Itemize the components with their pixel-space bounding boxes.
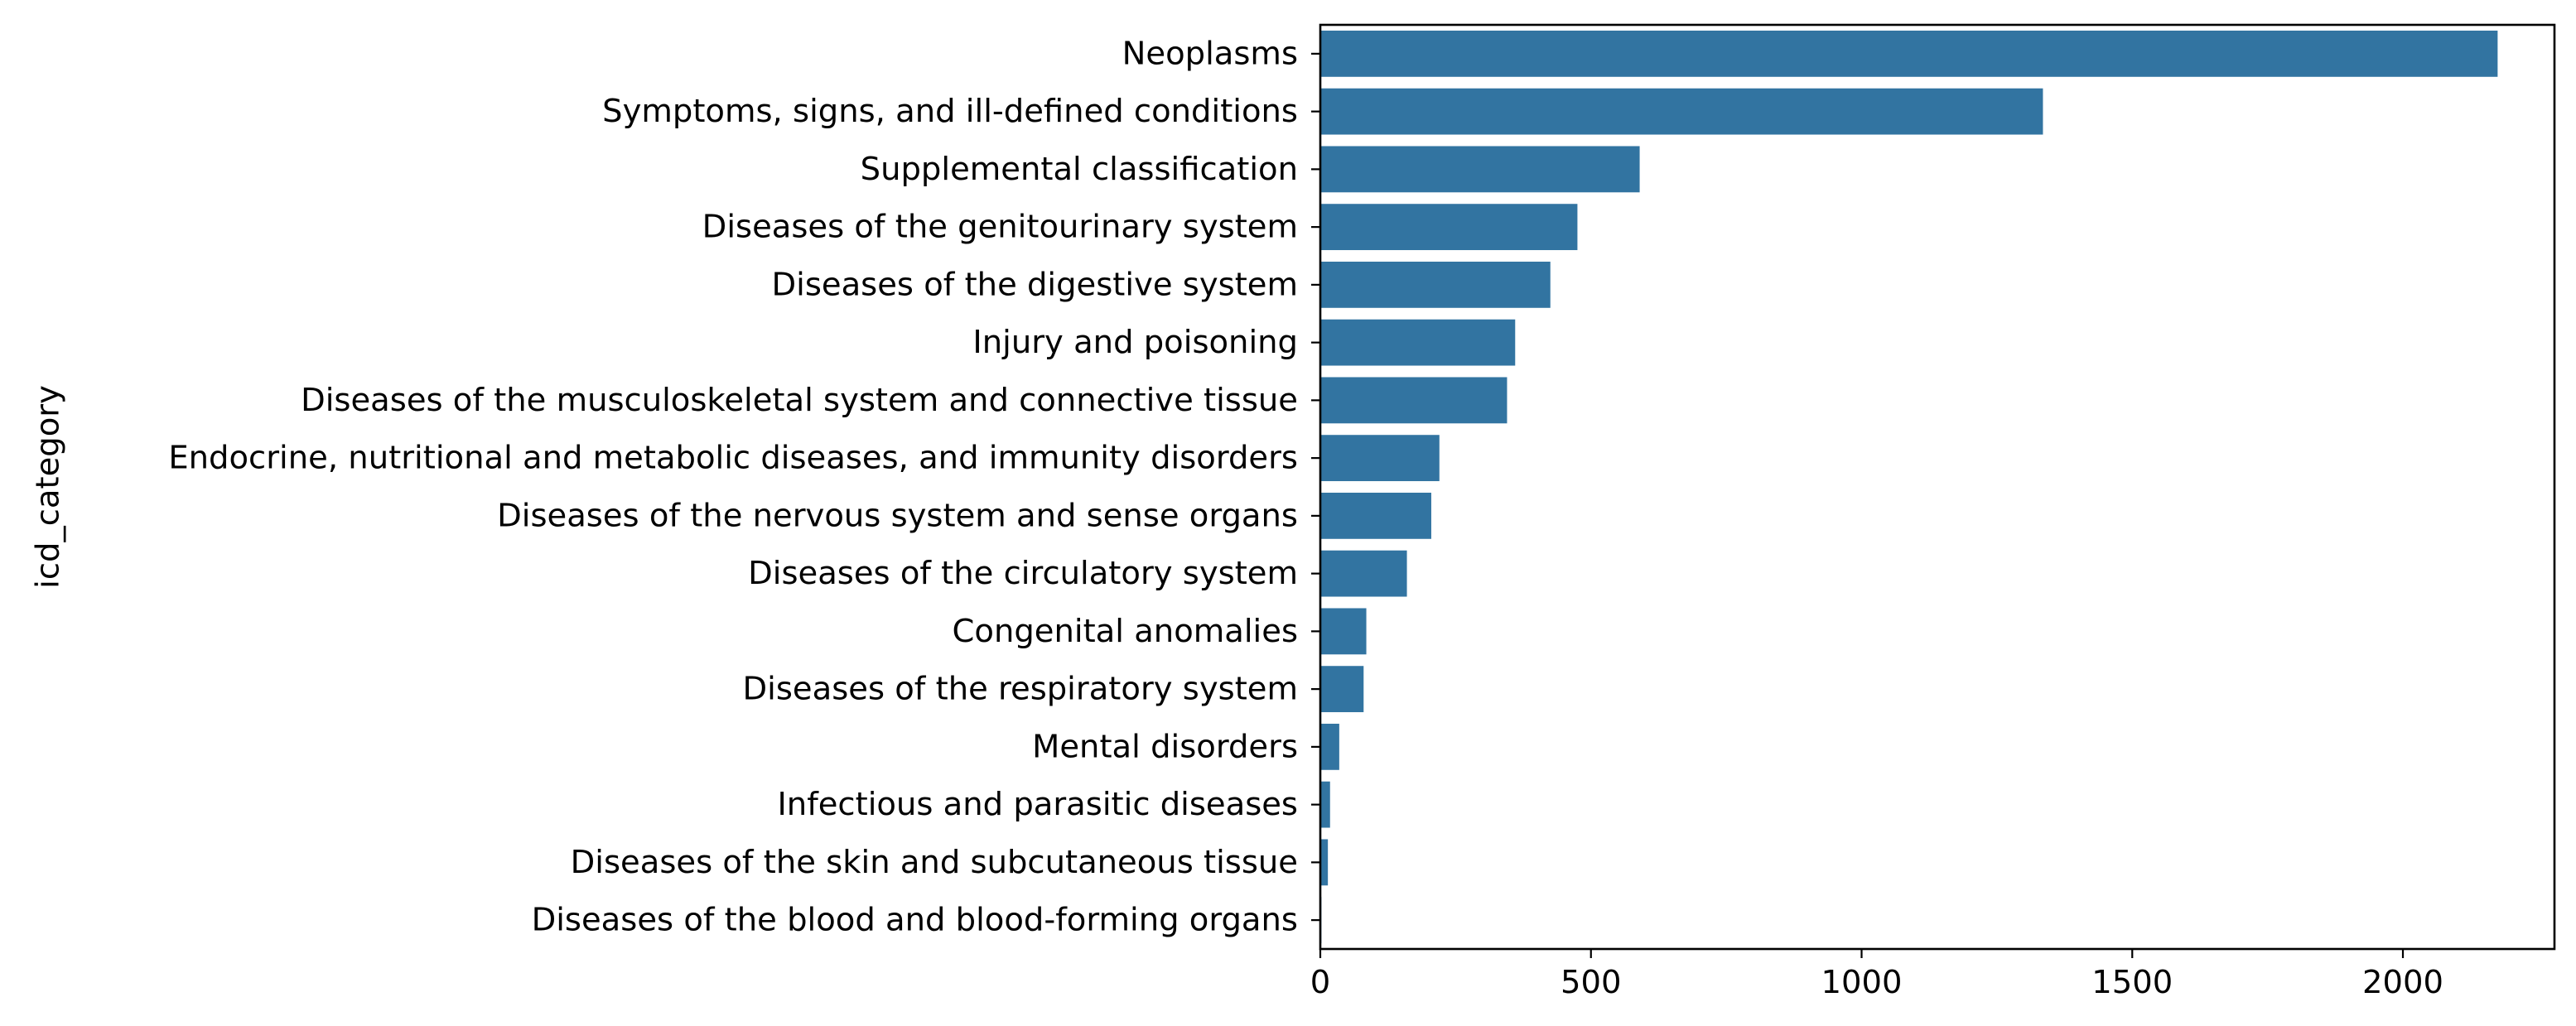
bar	[1320, 30, 2498, 77]
y-tick-label: Diseases of the respiratory system	[743, 671, 1298, 708]
bar	[1320, 319, 1516, 366]
y-tick-label: Diseases of the skin and subcutaneous ti…	[571, 844, 1298, 881]
y-tick-label: Supplemental classification	[861, 151, 1298, 188]
bar	[1320, 550, 1407, 597]
bar	[1320, 88, 2043, 135]
x-tick-label: 1000	[1821, 964, 1903, 1001]
y-tick-label: Diseases of the nervous system and sense…	[497, 497, 1298, 534]
bars-group	[1320, 30, 2498, 944]
x-tick-label: 1500	[2091, 964, 2173, 1001]
y-tick-label: Symptoms, signs, and ill-defined conditi…	[602, 93, 1298, 130]
bar	[1320, 608, 1367, 655]
y-tick-label: Diseases of the genitourinary system	[702, 209, 1298, 246]
y-tick-label: Diseases of the blood and blood-forming …	[532, 902, 1298, 939]
x-tick-label: 0	[1310, 964, 1331, 1001]
bar	[1320, 492, 1431, 539]
bar	[1320, 435, 1440, 482]
bar	[1320, 377, 1507, 424]
bar	[1320, 261, 1551, 308]
bar	[1320, 666, 1364, 713]
bar	[1320, 839, 1329, 886]
bar	[1320, 204, 1578, 251]
y-tick-label: Diseases of the circulatory system	[748, 555, 1298, 592]
y-tick-label: Congenital anomalies	[953, 613, 1298, 650]
bar	[1320, 781, 1330, 828]
y-tick-label: Endocrine, nutritional and metabolic dis…	[168, 440, 1298, 477]
x-tick-group: 0 500 1000 1500 2000	[1310, 949, 2443, 1001]
y-tick-label: Injury and poisoning	[972, 324, 1298, 361]
y-tick-label: Neoplasms	[1122, 35, 1298, 72]
x-tick-label: 2000	[2362, 964, 2443, 1001]
y-tick-label: Diseases of the musculoskeletal system a…	[301, 382, 1298, 419]
y-tick-label: Diseases of the digestive system	[772, 266, 1299, 303]
y-tick-label: Mental disorders	[1032, 728, 1298, 765]
y-tick-group: Neoplasms Symptoms, signs, and ill-define…	[168, 35, 1320, 939]
bar	[1320, 723, 1339, 770]
y-axis-label: icd_category	[30, 385, 67, 589]
y-tick-label: Infectious and parasitic diseases	[777, 786, 1298, 823]
x-tick-label: 500	[1561, 964, 1622, 1001]
bar	[1320, 146, 1640, 193]
plot-frame	[1319, 23, 2556, 951]
